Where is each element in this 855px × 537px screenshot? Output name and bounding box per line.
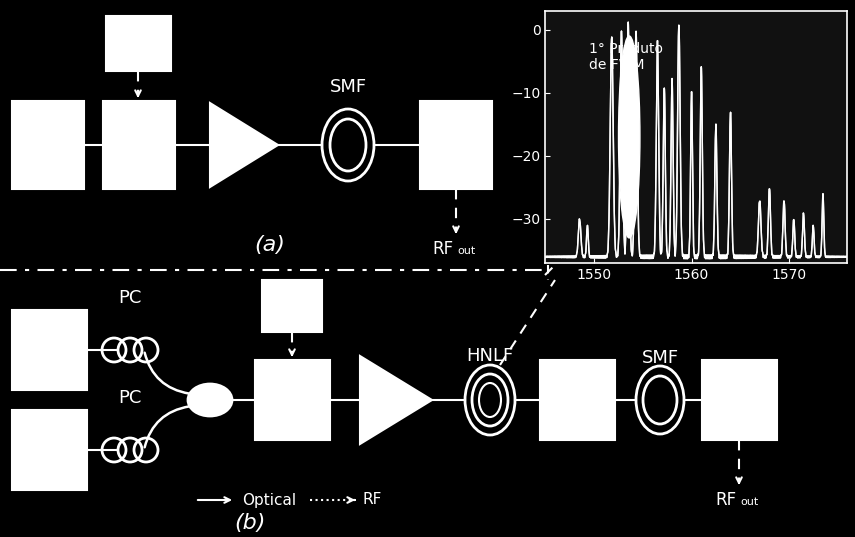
Text: SMF: SMF: [329, 78, 367, 96]
Bar: [12, 101, 84, 189]
Bar: [103, 101, 175, 189]
Bar: [255, 360, 330, 440]
Bar: [420, 101, 492, 189]
Text: Optical: Optical: [242, 492, 296, 507]
Text: out: out: [457, 246, 475, 256]
Text: out: out: [740, 497, 758, 507]
Text: HNLF: HNLF: [466, 347, 514, 365]
Bar: [106, 16, 171, 71]
Bar: [12, 410, 87, 490]
Text: RF: RF: [432, 240, 453, 258]
Text: (a): (a): [255, 235, 286, 255]
Text: PC: PC: [118, 289, 142, 307]
Text: (b): (b): [234, 513, 266, 533]
Polygon shape: [360, 356, 432, 444]
Ellipse shape: [188, 384, 232, 416]
Bar: [262, 280, 322, 332]
Text: 1° Produto
de FWM: 1° Produto de FWM: [589, 42, 663, 88]
Ellipse shape: [618, 36, 640, 238]
Bar: [702, 360, 777, 440]
Bar: [540, 360, 615, 440]
Text: RF: RF: [715, 491, 736, 509]
Text: SMF: SMF: [641, 349, 679, 367]
Polygon shape: [210, 103, 278, 187]
Text: PC: PC: [118, 389, 142, 407]
Bar: [12, 310, 87, 390]
Text: RF: RF: [362, 492, 381, 507]
